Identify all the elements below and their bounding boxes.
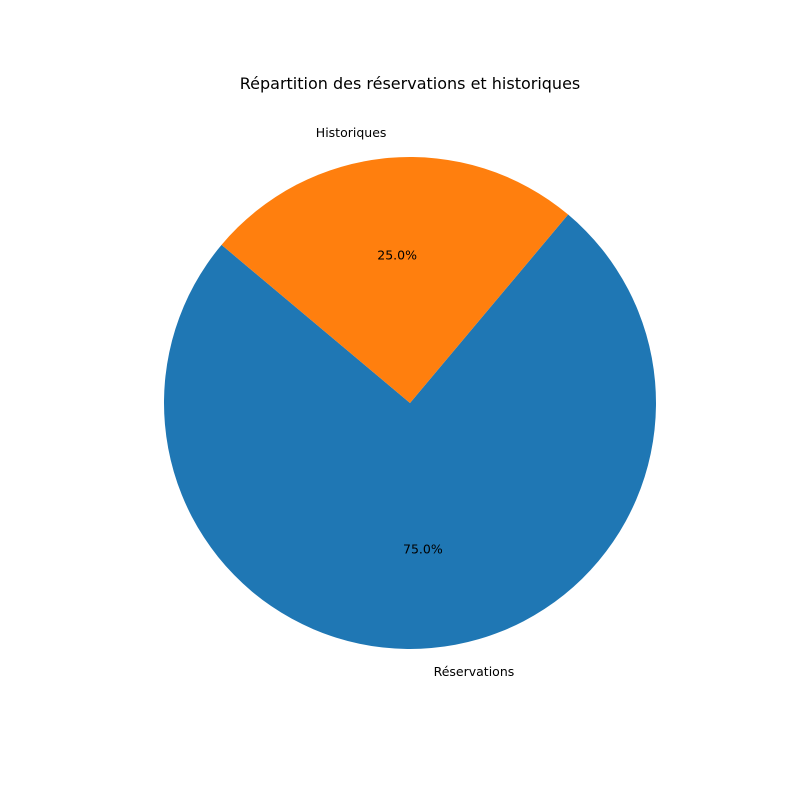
- slice-label-historiques: Historiques: [316, 125, 387, 140]
- chart-title: Répartition des réservations et historiq…: [240, 74, 581, 93]
- labels-layer: Réservations 75.0% Historiques 25.0%: [316, 125, 514, 679]
- slice-label-reservations: Réservations: [434, 664, 515, 679]
- pie-slice-historiques: [221, 156, 569, 403]
- slice-percent-reservations: 75.0%: [403, 542, 443, 557]
- pie-slice-reservations: [163, 214, 656, 649]
- slice-percent-historiques: 25.0%: [377, 247, 417, 262]
- slices-layer: [163, 156, 656, 649]
